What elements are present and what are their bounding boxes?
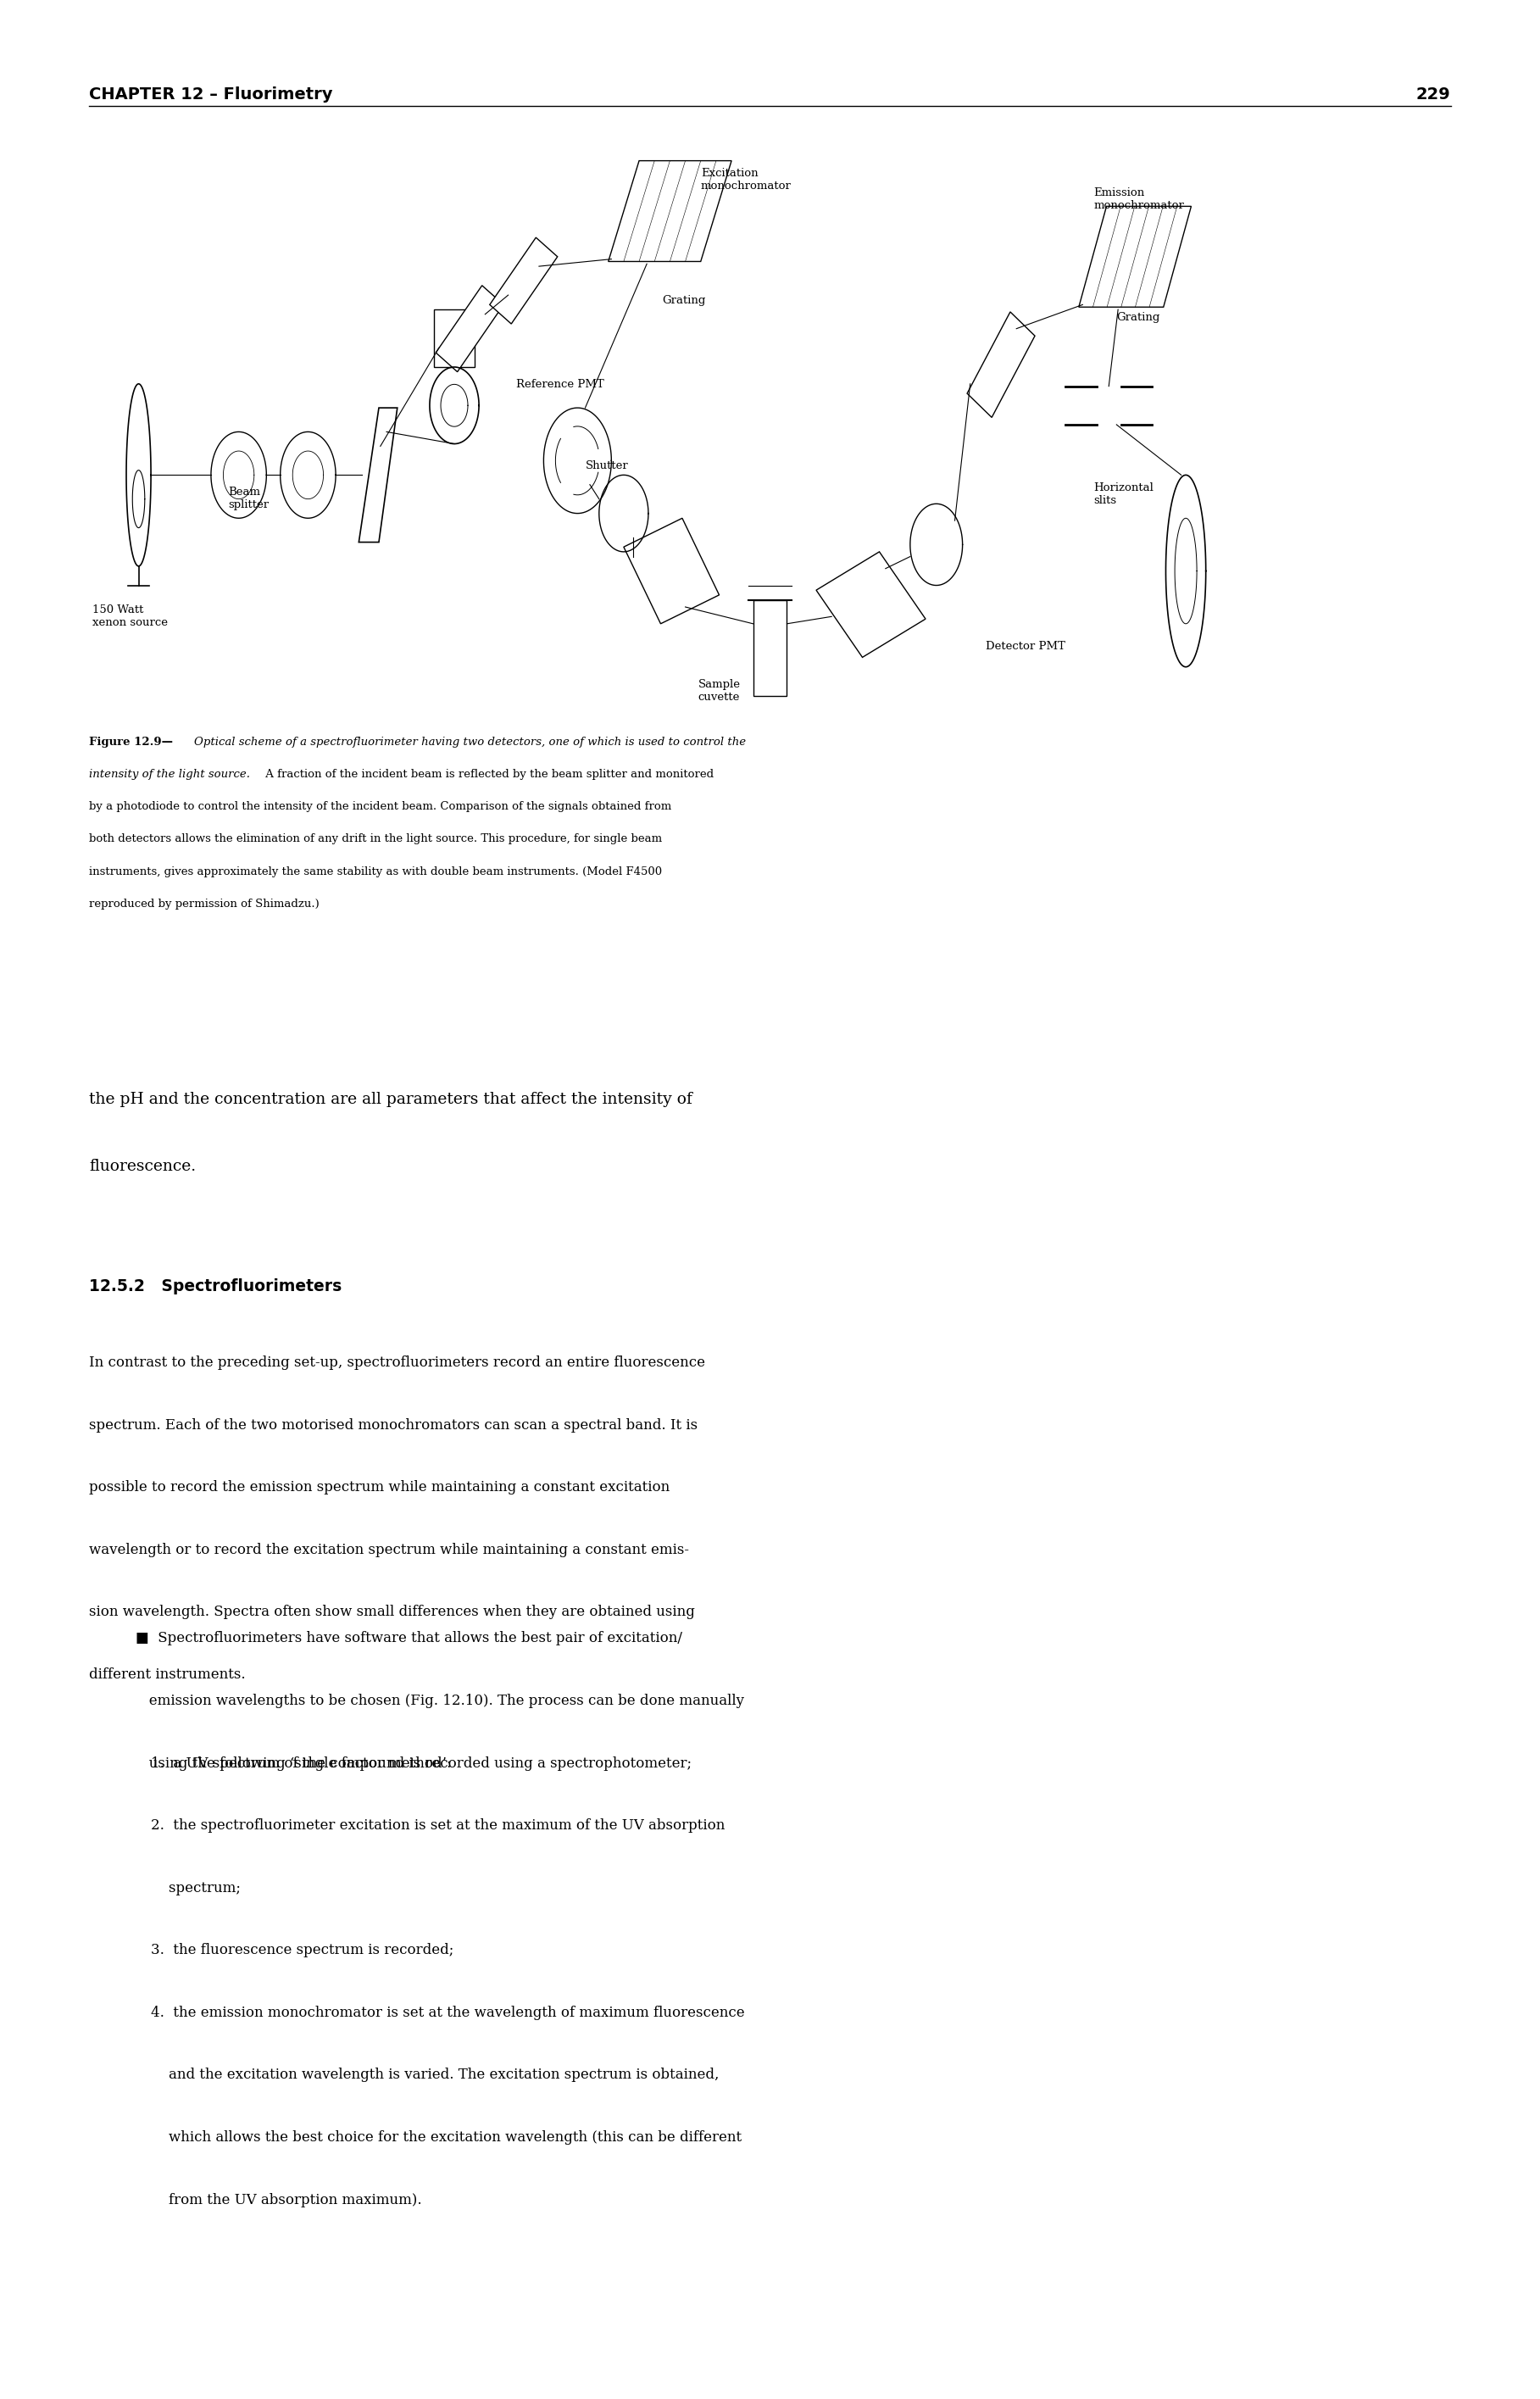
Text: Figure 12.9—: Figure 12.9— bbox=[89, 736, 172, 748]
Polygon shape bbox=[816, 552, 926, 657]
Text: which allows the best choice for the excitation wavelength (this can be differen: which allows the best choice for the exc… bbox=[151, 2130, 742, 2145]
Text: fluorescence.: fluorescence. bbox=[89, 1159, 196, 1173]
Text: Horizontal
slits: Horizontal slits bbox=[1093, 482, 1153, 506]
Polygon shape bbox=[1078, 206, 1192, 307]
Text: instruments, gives approximately the same stability as with double beam instrume: instruments, gives approximately the sam… bbox=[89, 866, 662, 878]
Text: Reference PMT: Reference PMT bbox=[516, 379, 604, 391]
Text: both detectors allows the elimination of any drift in the light source. This pro: both detectors allows the elimination of… bbox=[89, 835, 662, 844]
Text: from the UV absorption maximum).: from the UV absorption maximum). bbox=[151, 2193, 422, 2207]
Text: 1.  a UV spectrum of the compound is recorded using a spectrophotometer;: 1. a UV spectrum of the compound is reco… bbox=[151, 1756, 691, 1770]
Text: sion wavelength. Spectra often show small differences when they are obtained usi: sion wavelength. Spectra often show smal… bbox=[89, 1605, 695, 1619]
Text: In contrast to the preceding set-up, spectrofluorimeters record an entire fluore: In contrast to the preceding set-up, spe… bbox=[89, 1355, 705, 1370]
Polygon shape bbox=[624, 518, 719, 624]
Text: 2.  the spectrofluorimeter excitation is set at the maximum of the UV absorption: 2. the spectrofluorimeter excitation is … bbox=[151, 1818, 725, 1833]
Text: reproduced by permission of Shimadzu.): reproduced by permission of Shimadzu.) bbox=[89, 900, 320, 909]
Text: spectrum. Each of the two motorised monochromators can scan a spectral band. It : spectrum. Each of the two motorised mono… bbox=[89, 1418, 698, 1432]
Text: Detector PMT: Detector PMT bbox=[986, 641, 1066, 653]
Text: Shutter: Shutter bbox=[585, 461, 628, 473]
Text: 4.  the emission monochromator is set at the wavelength of maximum fluorescence: 4. the emission monochromator is set at … bbox=[151, 2006, 745, 2020]
Text: Sample
cuvette: Sample cuvette bbox=[698, 679, 741, 703]
Text: emission wavelengths to be chosen (Fig. 12.10). The process can be done manually: emission wavelengths to be chosen (Fig. … bbox=[136, 1694, 744, 1708]
Text: 150 Watt
xenon source: 150 Watt xenon source bbox=[92, 605, 168, 629]
Text: 12.5.2   Spectrofluorimeters: 12.5.2 Spectrofluorimeters bbox=[89, 1279, 342, 1295]
Text: Grating: Grating bbox=[662, 295, 705, 307]
Text: the pH and the concentration are all parameters that affect the intensity of: the pH and the concentration are all par… bbox=[89, 1092, 693, 1106]
Bar bbox=[753, 600, 787, 696]
Text: wavelength or to record the excitation spectrum while maintaining a constant emi: wavelength or to record the excitation s… bbox=[89, 1543, 690, 1557]
Text: Beam
splitter: Beam splitter bbox=[228, 487, 268, 511]
Text: Grating: Grating bbox=[1116, 312, 1160, 324]
Text: different instruments.: different instruments. bbox=[89, 1667, 246, 1682]
Text: Optical scheme of a spectrofluorimeter having two detectors, one of which is use: Optical scheme of a spectrofluorimeter h… bbox=[194, 736, 745, 748]
Polygon shape bbox=[436, 285, 504, 372]
Text: by a photodiode to control the intensity of the incident beam. Comparison of the: by a photodiode to control the intensity… bbox=[89, 801, 671, 813]
Text: Emission
monochromator: Emission monochromator bbox=[1093, 187, 1184, 211]
Polygon shape bbox=[359, 408, 397, 542]
Text: spectrum;: spectrum; bbox=[151, 1881, 240, 1895]
Polygon shape bbox=[967, 312, 1035, 417]
Text: CHAPTER 12 – Fluorimetry: CHAPTER 12 – Fluorimetry bbox=[89, 86, 333, 103]
Text: 229: 229 bbox=[1417, 86, 1451, 103]
Text: A fraction of the incident beam is reflected by the beam splitter and monitored: A fraction of the incident beam is refle… bbox=[262, 770, 713, 780]
Text: Excitation
monochromator: Excitation monochromator bbox=[701, 168, 792, 192]
Text: 3.  the fluorescence spectrum is recorded;: 3. the fluorescence spectrum is recorded… bbox=[151, 1943, 454, 1958]
Text: using the following ‘single factor method’:: using the following ‘single factor metho… bbox=[136, 1756, 451, 1770]
Polygon shape bbox=[490, 238, 557, 324]
Polygon shape bbox=[608, 161, 732, 261]
Text: and the excitation wavelength is varied. The excitation spectrum is obtained,: and the excitation wavelength is varied.… bbox=[151, 2068, 719, 2082]
Text: ■  Spectrofluorimeters have software that allows the best pair of excitation/: ■ Spectrofluorimeters have software that… bbox=[136, 1631, 682, 1646]
Text: intensity of the light source.: intensity of the light source. bbox=[89, 770, 251, 780]
Text: possible to record the emission spectrum while maintaining a constant excitation: possible to record the emission spectrum… bbox=[89, 1480, 670, 1495]
